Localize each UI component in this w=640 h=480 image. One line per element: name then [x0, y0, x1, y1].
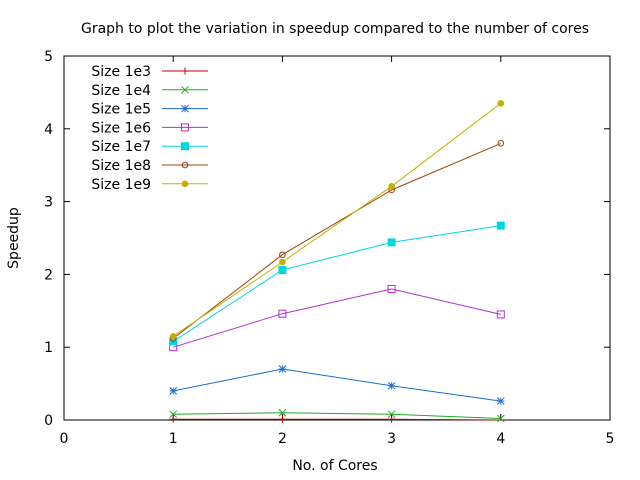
data-point [278, 266, 287, 275]
data-point [169, 415, 177, 423]
data-point [497, 140, 505, 147]
legend-swatch-marker [181, 85, 189, 94]
y-tick-label: 5 [44, 49, 53, 65]
series-line [172, 142, 501, 339]
data-point [387, 284, 396, 293]
plot-area-frame [63, 55, 611, 421]
y-axis-label: Speedup [6, 207, 22, 269]
legend-label: Size 1e7 [91, 139, 151, 155]
series-size-1e7 [169, 221, 505, 346]
series-line [173, 418, 501, 421]
data-point [279, 251, 286, 259]
legend-swatch-marker [181, 142, 189, 151]
legend-label: Size 1e4 [91, 83, 151, 99]
legend-label: Size 1e9 [91, 177, 151, 193]
series-layer [169, 100, 505, 423]
data-point [496, 414, 505, 423]
data-point [388, 183, 395, 190]
legend: Size 1e3 Size 1e4 Size 1e5 Size 1e6 Size 1e7… [91, 64, 208, 193]
x-tick-label: 1 [169, 431, 178, 447]
data-point [279, 258, 286, 266]
data-point [497, 100, 505, 107]
y-tick-label: 2 [44, 267, 53, 283]
axis-ticks: 0 1 2 3 4 5 0 1 2 3 4 5 [44, 49, 614, 447]
data-point [387, 238, 396, 247]
data-point [388, 415, 396, 423]
series-size-1e6 [169, 284, 505, 352]
series-size-1e9 [169, 100, 505, 340]
data-point [278, 309, 287, 318]
y-tick-label: 1 [44, 340, 53, 356]
chart-title: Graph to plot the variation in speedup c… [81, 21, 589, 37]
data-point [278, 415, 286, 423]
data-point [496, 221, 505, 230]
x-tick-label: 0 [60, 431, 69, 447]
series-line [172, 225, 501, 342]
y-tick-label: 0 [44, 413, 53, 429]
x-tick-label: 4 [496, 431, 505, 447]
legend-swatch-marker [181, 123, 189, 132]
legend-label: Size 1e6 [91, 120, 151, 136]
legend-label: Size 1e3 [91, 64, 151, 80]
y-tick-label: 4 [44, 122, 53, 138]
series-size-1e3 [169, 415, 501, 423]
data-point [278, 408, 287, 417]
series-line [173, 412, 501, 419]
x-axis-label: No. of Cores [292, 458, 377, 474]
x-tick-label: 3 [387, 431, 396, 447]
series-line [173, 288, 501, 348]
data-point [387, 381, 396, 390]
data-point [169, 410, 178, 419]
data-point [496, 397, 505, 405]
series-size-1e4 [169, 408, 505, 423]
x-tick-label: 5 [606, 431, 615, 447]
legend-swatch-marker [181, 104, 189, 113]
data-point [169, 332, 177, 340]
series-line [172, 102, 502, 337]
legend-label: Size 1e5 [91, 102, 151, 118]
y-tick-label: 3 [44, 195, 53, 211]
series-line [173, 368, 501, 402]
series-size-1e8 [169, 140, 505, 342]
data-point [387, 410, 396, 419]
legend-swatch-marker [181, 180, 189, 188]
data-point [169, 387, 178, 395]
legend-swatch-marker [181, 161, 189, 169]
legend-label: Size 1e8 [91, 158, 151, 174]
legend-swatch-marker [181, 67, 189, 75]
data-point [278, 365, 287, 373]
series-size-1e5 [169, 365, 505, 405]
x-tick-label: 2 [278, 431, 287, 447]
data-point [496, 310, 505, 319]
